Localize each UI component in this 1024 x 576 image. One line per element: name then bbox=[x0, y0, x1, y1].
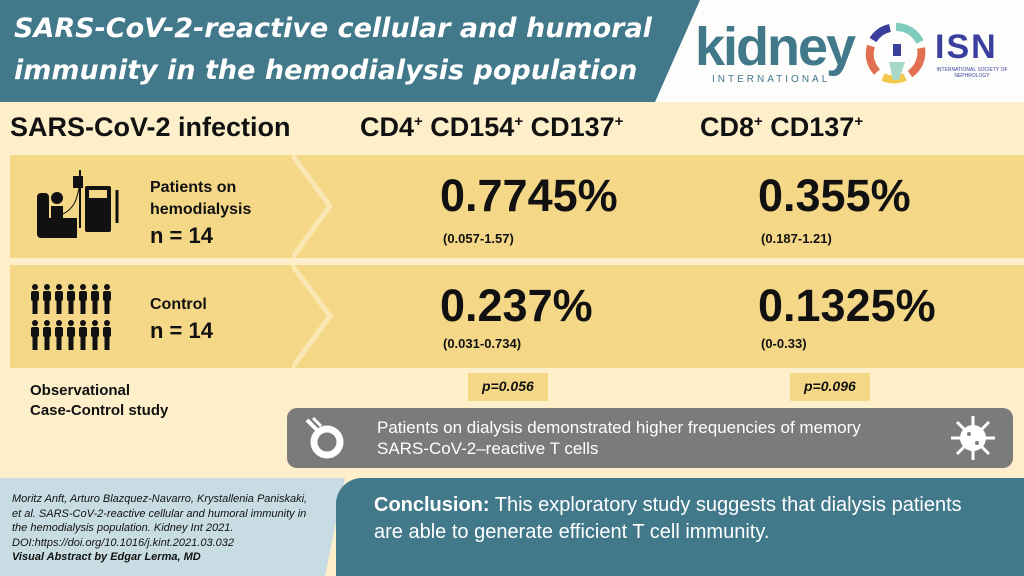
title-banner: SARS-CoV-2-reactive cellular and humoral… bbox=[0, 0, 700, 102]
isn-logo-icon bbox=[865, 23, 926, 84]
people-group-icon bbox=[31, 284, 111, 350]
isn-logo-text: ISN bbox=[935, 28, 998, 66]
cd4-range-hemodialysis: (0.057-1.57) bbox=[443, 231, 514, 246]
column-header-infection: SARS-CoV-2 infection bbox=[10, 112, 291, 142]
chevron-divider bbox=[292, 155, 334, 258]
cd4-value-control: 0.237% bbox=[440, 280, 593, 331]
kidney-logo-subtitle: INTERNATIONAL bbox=[712, 74, 831, 85]
column-header-cd8: CD8+ CD137+ bbox=[700, 112, 864, 142]
dialysis-patient-icon bbox=[37, 170, 119, 238]
chevron-divider bbox=[292, 265, 334, 368]
cd8-range-control: (0-0.33) bbox=[761, 336, 807, 351]
citation-box: Moritz Anft, Arturo Blazquez-Navarro, Kr… bbox=[0, 478, 345, 576]
study-design: Observational Case-Control study bbox=[30, 382, 169, 419]
group-label-hemodialysis: Patients on hemodialysis n = 14 bbox=[150, 179, 252, 248]
row-control bbox=[10, 265, 1024, 368]
key-finding-banner: Patients on dialysis demonstrated higher… bbox=[287, 408, 1013, 468]
isn-logo-subtitle: INTERNATIONAL SOCIETY OF NEPHROLOGY bbox=[936, 67, 1008, 79]
conclusion-box: Conclusion: This exploratory study sugge… bbox=[336, 478, 1024, 576]
cd4-value-hemodialysis: 0.7745% bbox=[440, 170, 618, 221]
column-header-cd4: CD4+ CD154+ CD137+ bbox=[360, 112, 624, 142]
p-value-cd4: p=0.056 bbox=[468, 373, 548, 401]
cd8-value-hemodialysis: 0.355% bbox=[758, 170, 911, 221]
p-value-cd8: p=0.096 bbox=[790, 373, 870, 401]
citation-text: Moritz Anft, Arturo Blazquez-Navarro, Kr… bbox=[12, 493, 308, 563]
cd4-range-control: (0.031-0.734) bbox=[443, 336, 522, 351]
row-hemodialysis bbox=[10, 155, 1024, 258]
cd8-range-hemodialysis: (0.187-1.21) bbox=[761, 231, 832, 246]
group-label-control: Control n = 14 bbox=[150, 296, 213, 343]
title-line-1: SARS-CoV-2-reactive cellular and humoral bbox=[14, 13, 652, 44]
conclusion-text: Conclusion: This exploratory study sugge… bbox=[374, 494, 962, 543]
virus-icon bbox=[951, 416, 995, 460]
key-finding-text: Patients on dialysis demonstrated higher… bbox=[377, 418, 861, 458]
kidney-international-logo: kidney bbox=[695, 17, 856, 77]
title-line-2: immunity in the hemodialysis population bbox=[14, 55, 638, 86]
cd8-value-control: 0.1325% bbox=[758, 280, 936, 331]
t-cell-icon bbox=[305, 416, 344, 459]
